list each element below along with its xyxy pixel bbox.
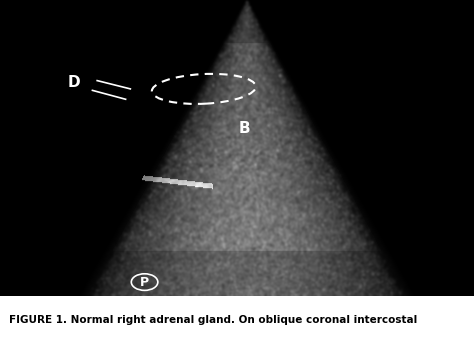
Text: B: B xyxy=(238,121,250,136)
Text: P: P xyxy=(140,276,149,288)
Text: D: D xyxy=(67,75,80,90)
Text: FIGURE 1. Normal right adrenal gland. On oblique coronal intercostal: FIGURE 1. Normal right adrenal gland. On… xyxy=(9,315,418,325)
